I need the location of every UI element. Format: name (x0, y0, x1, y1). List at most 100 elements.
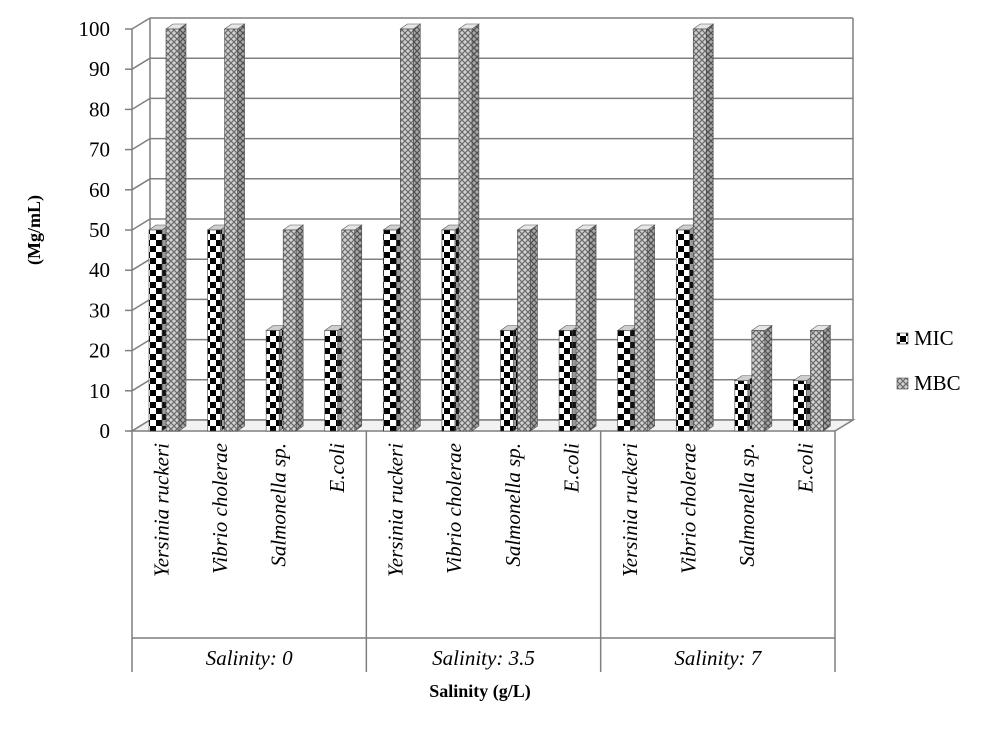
category-label: E.coli (794, 443, 818, 494)
bar-front (793, 380, 807, 432)
bar-front (265, 330, 280, 432)
legend-label: MIC (914, 326, 954, 350)
legend: MIC MBC (896, 326, 961, 395)
bar-front (751, 330, 766, 432)
gridline-side (131, 258, 151, 271)
bar-front (634, 229, 648, 432)
bar-side (647, 224, 655, 432)
category-label: Yersinia ruckeri (618, 443, 642, 577)
category-label: E.coli (559, 443, 583, 494)
gridline-side (131, 338, 151, 352)
bar-side (471, 23, 480, 432)
bar-side (705, 23, 714, 432)
bar-mbc (282, 224, 305, 432)
gridline-side (131, 178, 151, 191)
category-label: E.coli (325, 443, 349, 494)
bar-side (764, 324, 773, 432)
bar-side (295, 224, 304, 432)
bar-front (500, 330, 514, 432)
gridline-side (131, 57, 151, 70)
y-tick-label: 0 (100, 419, 111, 443)
legend-swatch (896, 377, 909, 390)
legend-item-mic: MIC (896, 326, 954, 350)
category-label: Vibrio cholerae (677, 443, 701, 574)
bar-mbc (457, 23, 480, 432)
y-tick-label: 30 (89, 298, 110, 322)
legend-swatch (896, 332, 909, 345)
bar-mbc (399, 23, 422, 432)
legend-label: MBC (914, 371, 961, 395)
gridline-side (131, 298, 151, 312)
bar-front (617, 330, 631, 432)
y-tick-label: 100 (79, 17, 111, 41)
bar-mbc (692, 23, 715, 432)
gridline-side (131, 218, 151, 231)
bar-front (341, 229, 356, 432)
group-labels: Salinity: 0 Salinity: 3.5 Salinity: 7 (206, 646, 763, 670)
category-label: Yersinia ruckeri (149, 443, 173, 577)
category-label: Yersinia ruckeri (384, 443, 408, 577)
legend-item-mbc: MBC (896, 371, 961, 395)
y-tick-label: 70 (89, 138, 110, 162)
category-labels: Yersinia ruckeri Vibrio cholerae Salmonell… (149, 443, 817, 577)
bar-mbc (809, 324, 832, 432)
category-label: Salmonella sp. (735, 443, 759, 567)
bar-mbc (340, 224, 363, 432)
bars (148, 23, 832, 432)
bar-front (400, 28, 414, 432)
group-label: Salinity: 3.5 (432, 646, 535, 670)
bar-front (165, 28, 180, 432)
bar-front (692, 28, 707, 432)
gridline-side (131, 97, 151, 111)
category-label: Salmonella sp. (501, 443, 525, 567)
bar-side (530, 224, 538, 432)
y-tick-label: 10 (89, 379, 110, 403)
y-tick-label: 80 (89, 97, 110, 121)
bar-front (207, 229, 221, 432)
axes (125, 18, 856, 672)
bar-mbc (516, 224, 539, 432)
group-label: Salinity: 0 (206, 646, 293, 670)
bar-front (383, 229, 397, 432)
bar-side (178, 23, 187, 432)
bar-side (354, 224, 363, 432)
bar-side (823, 324, 831, 432)
bar-mbc (575, 224, 598, 432)
y-tick-label: 90 (89, 57, 110, 81)
bar-mbc (165, 23, 187, 432)
gridline-side (131, 137, 151, 151)
bar-front (324, 330, 339, 432)
y-tick-label: 50 (89, 218, 110, 242)
y-tick-label: 40 (89, 258, 110, 282)
y-tick-label: 60 (89, 178, 110, 202)
group-label: Salinity: 7 (674, 646, 762, 670)
bar-front (575, 229, 590, 432)
y-axis-title: (Mg/mL) (24, 195, 45, 265)
bar-front (282, 229, 297, 432)
gridline-side (131, 379, 151, 392)
bar-front (224, 28, 238, 432)
bar-front (810, 330, 824, 432)
y-tick-label: 20 (89, 339, 110, 363)
bar-mbc (633, 224, 656, 432)
gridline-side (131, 17, 151, 30)
y-tick-labels: 0 10 20 30 40 50 60 70 80 90 100 (79, 17, 111, 443)
bar-side (413, 23, 421, 432)
category-label: Salmonella sp. (266, 443, 290, 567)
bar-side (237, 23, 245, 432)
x-axis-title: Salinity (g/L) (429, 681, 531, 702)
bar-front (675, 229, 690, 432)
category-label: Vibrio cholerae (208, 443, 232, 574)
bar-front (558, 330, 573, 432)
category-label: Vibrio cholerae (442, 443, 466, 574)
bar-front (517, 229, 531, 432)
bar-front (734, 380, 749, 432)
bar-front (148, 229, 163, 432)
bar-mbc (223, 23, 246, 432)
bar-front (458, 28, 473, 432)
bar-mbc (750, 324, 773, 432)
bar-side (588, 224, 597, 432)
bar-front (441, 229, 456, 432)
